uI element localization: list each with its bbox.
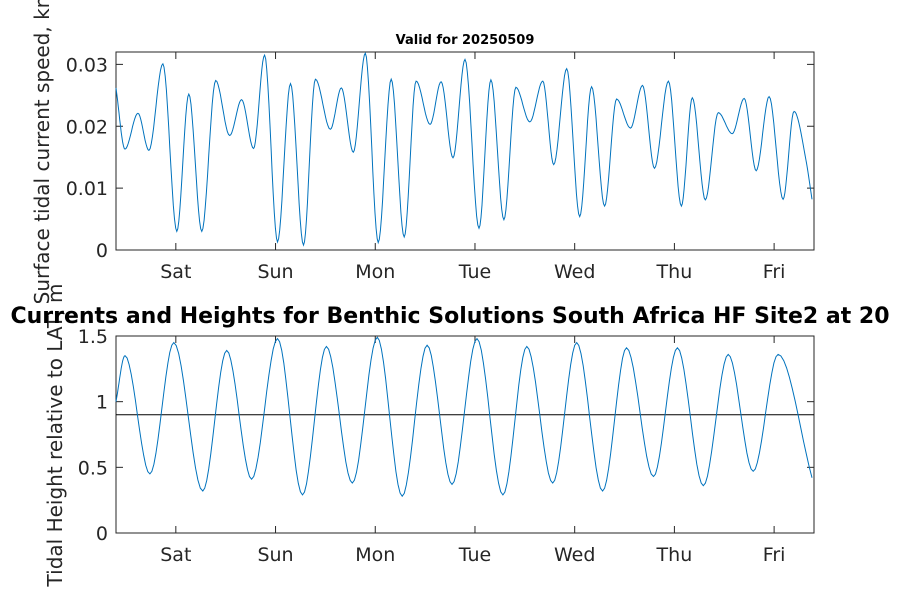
tidal-height-panel: 0 0.5 1 1.5 Sat Sun Mon Tue Wed Thu Fri bbox=[78, 326, 815, 566]
current-ytick-label: 0.03 bbox=[66, 54, 108, 76]
top-panel-title: Valid for 20250509 bbox=[396, 33, 535, 48]
current-xtick-label: Thu bbox=[656, 261, 693, 283]
height-xtick-label: Thu bbox=[656, 544, 693, 566]
current-axes-box bbox=[115, 51, 815, 251]
height-xtick-label: Wed bbox=[554, 544, 595, 566]
height-ytick-label: 0.5 bbox=[78, 457, 108, 479]
height-ticks: 0 0.5 1 1.5 Sat Sun Mon Tue Wed Thu Fri bbox=[78, 326, 814, 566]
height-xtick-label: Sat bbox=[160, 544, 191, 566]
height-xtick-label: Tue bbox=[458, 544, 491, 566]
current-xtick-label: Fri bbox=[763, 261, 786, 283]
current-series-line bbox=[115, 51, 813, 247]
height-axes-box bbox=[115, 335, 815, 534]
current-ytick-label: 0.01 bbox=[66, 178, 108, 200]
current-ytick-label: 0.02 bbox=[66, 116, 108, 138]
height-xtick-label: Sun bbox=[257, 544, 293, 566]
current-ytick-label: 0 bbox=[96, 240, 108, 262]
height-series-line bbox=[115, 336, 813, 498]
current-xtick-label: Sun bbox=[257, 261, 293, 283]
height-y-axis-label: Tidal Height relative to LAT, m bbox=[43, 284, 67, 588]
current-y-axis-label: Surface tidal current speed, kn bbox=[30, 0, 54, 304]
main-figure-title: Currents and Heights for Benthic Solutio… bbox=[10, 304, 889, 329]
current-xtick-label: Wed bbox=[554, 261, 595, 283]
current-speed-panel: 0 0.01 0.02 0.03 Sat Sun Mon Tue Wed Thu Fri bbox=[66, 51, 815, 283]
height-xtick-label: Mon bbox=[355, 544, 395, 566]
current-ticks: 0 0.01 0.02 0.03 Sat Sun Mon Tue Wed Thu Fri bbox=[66, 52, 814, 283]
height-lines bbox=[115, 336, 814, 498]
current-xtick-label: Sat bbox=[160, 261, 191, 283]
height-ytick-label: 1.5 bbox=[78, 326, 108, 348]
height-ytick-label: 1 bbox=[96, 392, 108, 414]
height-ytick-label: 0 bbox=[96, 523, 108, 545]
current-lines bbox=[115, 51, 813, 247]
current-xtick-label: Mon bbox=[355, 261, 395, 283]
current-xtick-label: Tue bbox=[458, 261, 491, 283]
height-xtick-label: Fri bbox=[763, 544, 786, 566]
